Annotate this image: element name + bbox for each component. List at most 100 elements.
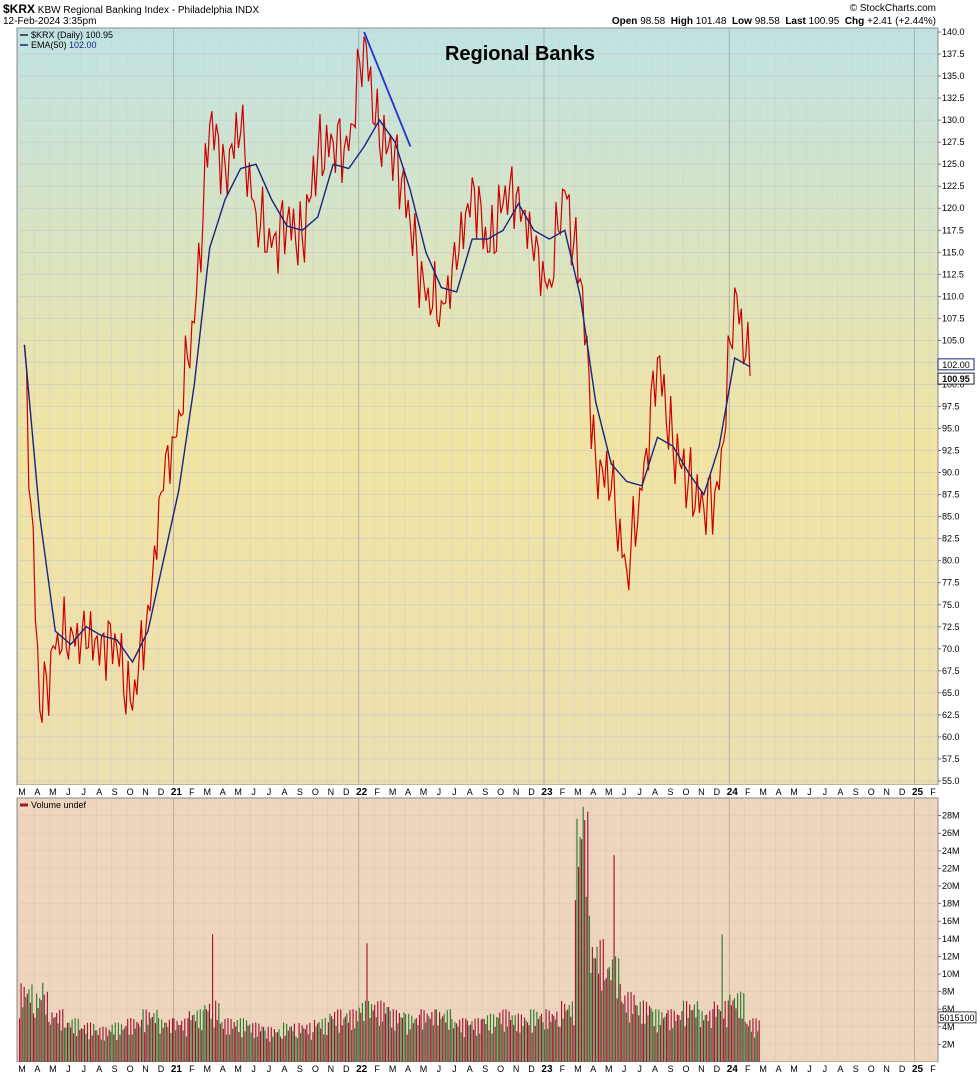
volume-bar (435, 1009, 438, 1062)
volume-bar (386, 1007, 388, 1062)
volume-bar (29, 1002, 31, 1062)
x-month-label: F (930, 1064, 936, 1074)
index-name: KBW Regional Banking Index - Philadelphi… (37, 5, 233, 16)
volume-bar (73, 1033, 75, 1062)
volume-bar (334, 1011, 336, 1062)
volume-bar (187, 1018, 189, 1062)
bottom-axis-strip (17, 1062, 938, 1076)
volume-bar (91, 1035, 93, 1062)
volume-bar (364, 1000, 367, 1062)
volume-bar (733, 998, 736, 1062)
volume-bar (449, 1009, 451, 1062)
x-month-label: S (668, 787, 674, 797)
volume-bar (754, 1037, 756, 1062)
price-y-tick-label: 65.0 (942, 688, 960, 698)
volume-bar (578, 866, 580, 1062)
volume-bar (347, 1022, 350, 1062)
x-month-label: O (868, 787, 875, 797)
volume-bar (689, 1004, 691, 1062)
volume-bar (312, 1032, 314, 1062)
volume-bar (471, 1021, 473, 1062)
volume-bar (107, 1035, 109, 1062)
volume-bar (179, 1025, 181, 1062)
volume-bar (493, 1014, 495, 1062)
volume-bar (445, 1022, 447, 1062)
last-badge: 100.95 (937, 372, 975, 385)
x-month-label: M (49, 787, 57, 797)
volume-bar (134, 1028, 136, 1062)
x-year-label: 25 (912, 787, 924, 798)
volume-bar (740, 991, 742, 1062)
x-month-label: M (204, 1064, 212, 1074)
volume-bar (400, 1017, 402, 1062)
volume-bar (124, 1027, 126, 1062)
volume-bar (171, 1018, 174, 1062)
volume-bar (371, 1004, 373, 1062)
volume-bar (165, 1022, 167, 1062)
volume-bar (452, 1028, 455, 1062)
volume-bar (128, 1034, 130, 1062)
volume-bar (454, 1022, 456, 1062)
price-y-tick-label: 77.5 (942, 578, 960, 588)
volume-bar (113, 1034, 115, 1062)
volume-bar (198, 1028, 200, 1062)
volume-bar (108, 1029, 110, 1062)
volume-bar (534, 1025, 536, 1062)
volume-bar (358, 1007, 360, 1062)
volume-bar (415, 1018, 417, 1062)
volume-bar (713, 1001, 715, 1062)
volume-bar (522, 1026, 524, 1062)
x-month-label: F (930, 787, 936, 797)
low-value: 98.58 (754, 16, 780, 27)
x-month-label: M (234, 1064, 242, 1074)
volume-bar (491, 1033, 493, 1062)
volume-bar (162, 1027, 164, 1062)
high-value: 101.48 (695, 16, 727, 27)
price-y-tick-label: 122.5 (942, 181, 965, 191)
volume-bar (293, 1023, 295, 1062)
volume-bar (256, 1036, 258, 1062)
volume-bar (391, 1027, 393, 1062)
volume-bar (227, 1018, 229, 1062)
header-symbol-line: $KRX KBW Regional Banking Index - Philad… (3, 2, 259, 16)
x-month-label: O (497, 787, 504, 797)
volume-bar (150, 1018, 152, 1062)
x-month-label: J (251, 787, 256, 797)
volume-bar (658, 1009, 660, 1062)
volume-bar (88, 1039, 90, 1062)
volume-bar (355, 1010, 357, 1062)
volume-bar (432, 1025, 434, 1062)
x-month-label: A (281, 787, 287, 797)
volume-bar (723, 1018, 725, 1062)
volume-bar (480, 1019, 482, 1062)
volume-bar (185, 1036, 187, 1062)
volume-bar (159, 1033, 161, 1062)
volume-bar (743, 993, 745, 1062)
x-month-label: J (637, 1064, 642, 1074)
volume-bar (284, 1035, 286, 1062)
volume-bar (528, 1025, 530, 1062)
volume-bar (669, 1030, 671, 1062)
x-month-label: N (513, 787, 520, 797)
x-month-label: O (868, 1064, 875, 1074)
volume-bar (456, 1023, 458, 1062)
price-y-tick-label: 117.5 (942, 225, 964, 235)
volume-bar (114, 1022, 116, 1062)
volume-bar (730, 1005, 732, 1062)
volume-bar (384, 1013, 387, 1062)
volume-bar (530, 1009, 532, 1062)
volume-bar (378, 1025, 380, 1062)
volume-bar (296, 1038, 299, 1062)
volume-panel (16, 797, 939, 1063)
volume-bar (252, 1023, 254, 1062)
price-y-tick-label: 82.5 (942, 534, 960, 544)
volume-bar (201, 1030, 203, 1062)
volume-bar (678, 1015, 680, 1062)
volume-bar (428, 1016, 430, 1062)
x-month-label: J (637, 787, 642, 797)
volume-bar (168, 1019, 170, 1062)
volume-bar (281, 1038, 283, 1062)
volume-bar (692, 1010, 694, 1062)
volume-bar (610, 980, 612, 1062)
volume-bar (503, 1031, 505, 1062)
